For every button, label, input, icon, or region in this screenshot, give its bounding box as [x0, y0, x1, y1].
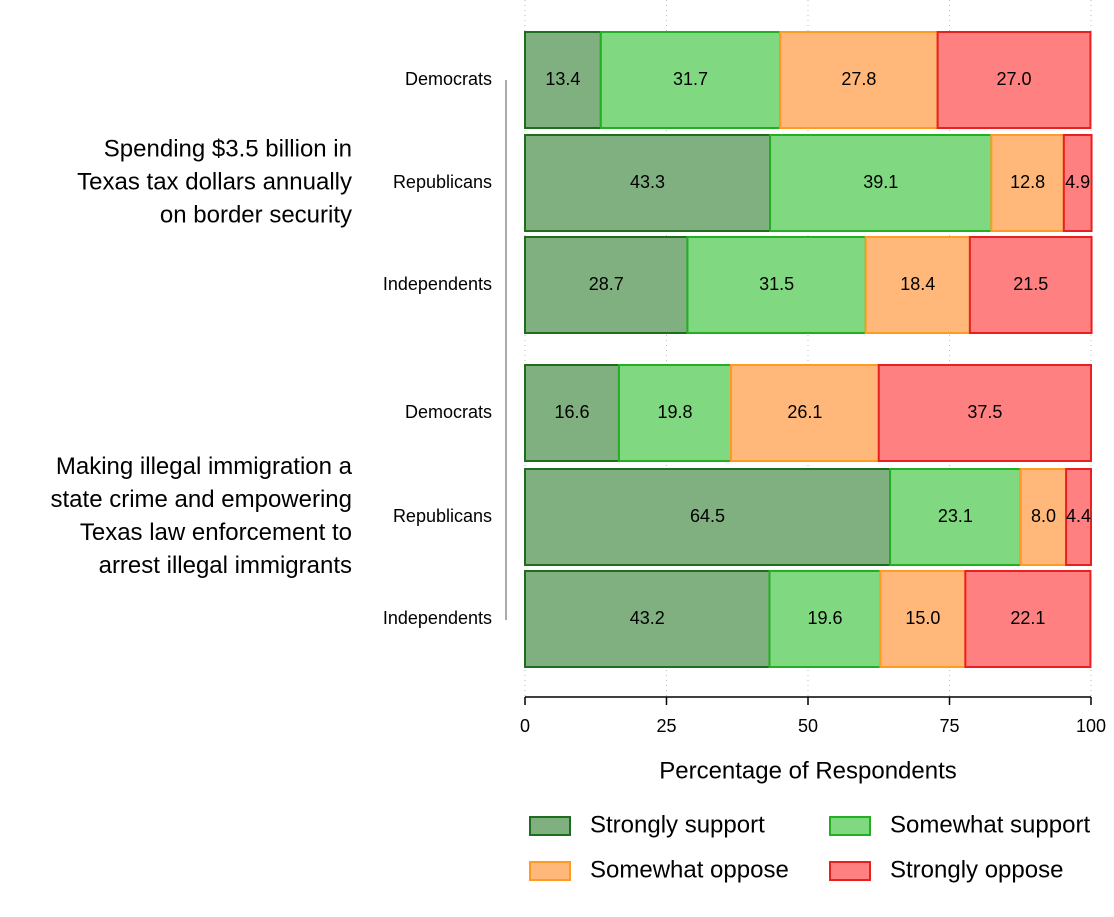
bar-segment: [524, 31, 602, 129]
x-axis-title: Percentage of Respondents: [659, 757, 957, 784]
bar-segment: [599, 31, 782, 129]
legend-swatch: [829, 861, 871, 881]
bar-segment: [864, 236, 971, 334]
bar-segment: [524, 570, 771, 668]
bar-segment: [686, 236, 867, 334]
value-label: 64.5: [690, 506, 725, 526]
legend-swatch: [829, 816, 871, 836]
value-label: 19.6: [807, 608, 842, 628]
value-label: 26.1: [787, 402, 822, 422]
group-label: Making illegal immigration a: [56, 453, 353, 480]
x-tick-label: 100: [1076, 716, 1106, 736]
value-label: 28.7: [589, 274, 624, 294]
value-label: 4.4: [1066, 506, 1091, 526]
value-label: 37.5: [967, 402, 1002, 422]
bar-segment: [617, 364, 733, 462]
value-label: 31.5: [759, 274, 794, 294]
category-label: Independents: [383, 274, 492, 294]
value-label: 22.1: [1010, 608, 1045, 628]
x-tick-label: 0: [520, 716, 530, 736]
value-label: 18.4: [900, 274, 935, 294]
category-label: Democrats: [405, 69, 492, 89]
group-label: Texas tax dollars annually: [77, 168, 352, 195]
category-label: Republicans: [393, 172, 492, 192]
value-label: 21.5: [1013, 274, 1048, 294]
group-label: on border security: [160, 201, 352, 228]
group-label: Spending $3.5 billion in: [104, 135, 352, 162]
bar-segment: [1062, 134, 1093, 232]
value-label: 4.9: [1065, 172, 1090, 192]
bar-segment: [1065, 468, 1092, 566]
value-label: 27.8: [841, 69, 876, 89]
legend-label: Strongly support: [590, 811, 765, 838]
legend-label: Somewhat support: [890, 811, 1090, 838]
value-label: 8.0: [1031, 506, 1056, 526]
value-label: 16.6: [554, 402, 589, 422]
value-label: 15.0: [905, 608, 940, 628]
legend-label: Somewhat oppose: [590, 856, 789, 883]
bar-segment: [964, 570, 1092, 668]
value-label: 19.8: [657, 402, 692, 422]
group-label: arrest illegal immigrants: [99, 552, 352, 579]
bar-segment: [877, 364, 1092, 462]
bar-segment: [936, 31, 1092, 129]
value-label: 12.8: [1010, 172, 1045, 192]
bar-segment: [990, 134, 1065, 232]
legend-swatch: [529, 816, 571, 836]
x-tick-label: 50: [798, 716, 818, 736]
bar-segment: [779, 31, 939, 129]
bar-segment: [524, 468, 892, 566]
group-label: state crime and empowering: [51, 486, 352, 513]
bar-segment: [879, 570, 967, 668]
legend-label: Strongly oppose: [890, 856, 1063, 883]
value-label: 23.1: [938, 506, 973, 526]
bar-segment: [769, 134, 993, 232]
x-tick-label: 25: [656, 716, 676, 736]
legend-swatch: [529, 861, 571, 881]
bar-segment: [968, 236, 1093, 334]
value-label: 39.1: [863, 172, 898, 192]
value-label: 43.3: [630, 172, 665, 192]
bar-segment: [889, 468, 1022, 566]
value-label: 27.0: [997, 69, 1032, 89]
value-label: 31.7: [673, 69, 708, 89]
x-tick-label: 75: [939, 716, 959, 736]
bar-segment: [730, 364, 880, 462]
category-label: Republicans: [393, 506, 492, 526]
group-label: Texas law enforcement to: [80, 519, 352, 546]
value-label: 43.2: [630, 608, 665, 628]
value-label: 13.4: [545, 69, 580, 89]
category-label: Democrats: [405, 402, 492, 422]
bar-segment: [524, 134, 772, 232]
category-label: Independents: [383, 608, 492, 628]
bar-segment: [1019, 468, 1068, 566]
